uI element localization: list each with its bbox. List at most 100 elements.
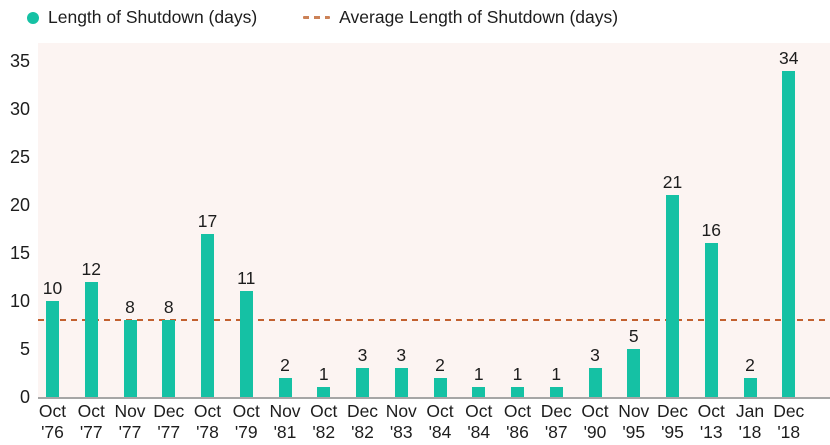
bar [511, 387, 524, 397]
x-tick-label: Dec '95 [652, 401, 694, 443]
bar-value-label: 1 [551, 364, 562, 385]
bar-value-label: 5 [628, 326, 639, 346]
x-tick-month: Dec [540, 401, 572, 421]
x-tick-label: Oct '86 [497, 401, 539, 443]
x-tick-label: Oct '76 [32, 401, 74, 443]
bar [84, 281, 98, 397]
x-tick-label: Nov '81 [264, 401, 306, 443]
bar [588, 368, 602, 397]
x-tick-year: '76 [41, 422, 64, 442]
bar-value-label: 21 [662, 172, 683, 193]
y-tick-label: 35 [9, 51, 30, 71]
average-line [38, 319, 830, 322]
x-tick-month: Dec [346, 401, 379, 421]
bar [627, 349, 641, 397]
x-tick-label: Oct '90 [574, 401, 616, 443]
bar-value-label: 2 [280, 354, 290, 375]
x-tick-year: '82 [351, 422, 374, 442]
x-tick-year: '84 [428, 422, 452, 442]
x-tick-month: Dec [773, 401, 805, 421]
bar-value-label: 2 [745, 354, 755, 375]
bar-value-label: 10 [42, 278, 63, 298]
bar [239, 291, 253, 397]
bar-value-label: 12 [81, 258, 101, 279]
x-tick-month: Oct [193, 401, 222, 421]
bar-value-label: 17 [197, 210, 218, 231]
bar [394, 368, 408, 397]
x-tick-month: Oct [426, 401, 454, 421]
x-tick-month: Jan [735, 401, 765, 421]
x-tick-label: Dec '82 [342, 401, 384, 443]
x-tick-month: Oct [232, 401, 260, 421]
x-tick-month: Oct [503, 401, 532, 421]
x-tick-month: Oct [77, 401, 105, 421]
legend-label-average: Average Length of Shutdown (days) [339, 7, 619, 27]
legend-item-shutdown-length: Length of Shutdown (days) [27, 7, 257, 28]
x-tick-month: Nov [618, 401, 650, 421]
y-tick-label: 20 [9, 195, 30, 215]
bar [782, 70, 796, 397]
x-tick-year: '95 [661, 422, 684, 442]
bar-value-label: 11 [237, 268, 256, 289]
legend-label-shutdown-length: Length of Shutdown (days) [48, 7, 258, 27]
x-tick-label: Oct '84 [458, 401, 500, 443]
bar-value-label: 8 [125, 297, 135, 318]
x-tick-label: Dec '77 [148, 401, 190, 443]
x-tick-year: '84 [467, 422, 491, 442]
bar [549, 387, 563, 397]
x-tick-year: '18 [777, 422, 801, 442]
x-tick-month: Nov [269, 401, 301, 421]
x-tick-label: Nov '95 [613, 401, 655, 443]
x-tick-month: Dec [153, 401, 185, 421]
x-tick-year: '18 [738, 422, 762, 442]
bar-value-label: 34 [779, 47, 799, 68]
bar [743, 377, 757, 397]
bar-value-label: 16 [701, 220, 721, 241]
x-tick-year: '90 [583, 422, 607, 442]
x-tick-label: Dec '18 [768, 401, 810, 443]
x-tick-year: '82 [312, 422, 336, 442]
x-tick-year: '78 [196, 422, 219, 442]
x-tick-month: Oct [38, 401, 67, 421]
x-tick-year: '81 [273, 422, 297, 442]
x-tick-month: Oct [697, 401, 725, 421]
legend-item-average: Average Length of Shutdown (days) [303, 7, 618, 28]
x-tick-label: Nov '83 [380, 401, 422, 443]
y-tick-label: 5 [19, 339, 30, 359]
x-tick-year: '77 [79, 422, 103, 442]
legend-dash-icon [303, 16, 331, 19]
x-tick-month: Nov [385, 401, 417, 421]
x-tick-year: '77 [157, 422, 181, 442]
bar-value-label: 1 [318, 364, 329, 385]
x-tick-label: Oct '84 [419, 401, 461, 443]
x-tick-label: Oct '13 [690, 401, 732, 443]
x-tick-year: '77 [118, 422, 142, 442]
bar [666, 195, 679, 397]
y-tick-label: 15 [9, 243, 30, 263]
x-tick-label: Nov '77 [109, 401, 151, 443]
x-tick-year: '86 [506, 422, 529, 442]
x-tick-month: Dec [656, 401, 689, 421]
y-tick-label: 0 [19, 387, 30, 407]
bar-value-label: 3 [590, 345, 600, 366]
x-tick-month: Oct [581, 401, 609, 421]
y-tick-label: 30 [9, 99, 30, 119]
bar-value-label: 3 [396, 345, 407, 366]
bar [704, 243, 718, 397]
bar-value-label: 1 [512, 364, 523, 385]
x-tick-year: '95 [622, 422, 646, 442]
y-tick-label: 10 [9, 291, 30, 311]
bar [278, 377, 292, 397]
bar [46, 301, 59, 397]
x-tick-label: Jan '18 [729, 401, 771, 443]
x-tick-month: Oct [310, 401, 338, 421]
bar [201, 233, 214, 397]
bar-value-label: 2 [435, 354, 445, 375]
bar [317, 387, 331, 397]
x-tick-year: '13 [699, 422, 723, 442]
x-tick-month: Oct [465, 401, 493, 421]
legend-dot-icon [27, 11, 39, 24]
x-tick-label: Oct '82 [303, 401, 345, 443]
bar-value-label: 3 [357, 345, 368, 366]
bar [162, 320, 176, 397]
